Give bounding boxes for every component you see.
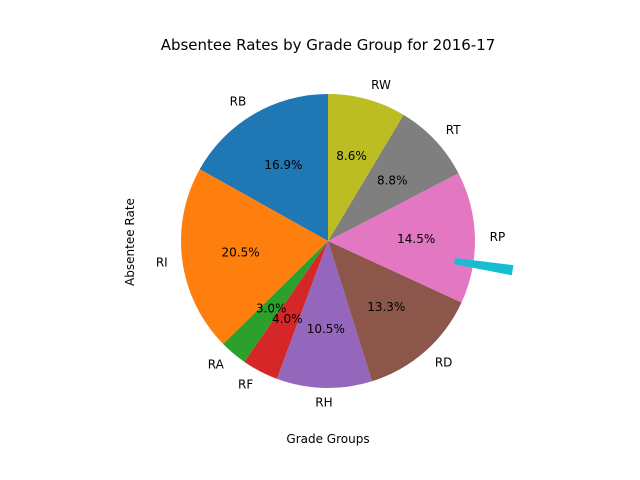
x-axis-label: Grade Groups [286,432,369,446]
slice-label-rh: RH [315,396,332,410]
slice-percent-rt: 8.8% [377,174,408,188]
pie-slice-rw [328,94,404,241]
slice-label-rw: RW [371,78,391,92]
pie-slice-ra [223,241,328,362]
pie-slice-rp [328,173,475,303]
pie-slice-rb [199,94,328,241]
slice-label-rt: RT [446,123,461,137]
pie-slices [181,94,514,388]
slice-label-ri: RI [156,256,168,270]
pie-slice-rf [244,241,328,379]
slice-percent-rf: 4.0% [272,312,303,326]
y-axis-label: Absentee Rate [123,198,137,286]
chart-title: Absentee Rates by Grade Group for 2016-1… [161,36,496,54]
pie-slice-exploded-rp [454,258,514,276]
slice-percent-rh: 10.5% [307,322,345,336]
slice-percent-rp: 14.5% [397,232,435,246]
slice-label-rd: RD [435,355,453,369]
pie-labels: RB 16.9% RI 20.5% RA 3.0% RF 4.0% RH 10.5% RD 13.3%… [156,78,505,409]
slice-label-rp: RP [490,230,506,244]
pie-slice-rh [276,241,373,388]
slice-percent-ra: 3.0% [256,301,287,315]
pie-slice-rd [328,241,462,382]
slice-percent-rd: 13.3% [367,300,405,314]
pie-slice-rt [328,114,459,241]
slice-percent-rb: 16.9% [264,158,302,172]
pie-slice-ri [181,169,328,345]
slice-label-rf: RF [238,377,253,391]
slice-percent-ri: 20.5% [222,246,260,260]
slice-label-ra: RA [208,358,225,372]
slice-label-rb: RB [230,95,247,109]
slice-percent-rw: 8.6% [336,149,367,163]
